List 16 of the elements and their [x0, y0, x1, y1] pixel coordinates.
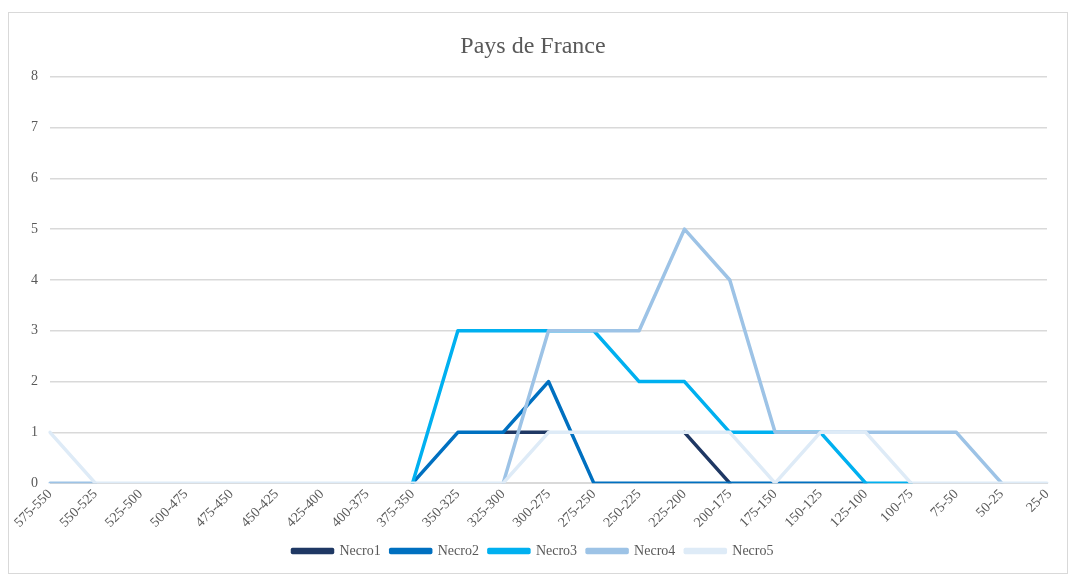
y-tick-label: 1	[31, 424, 38, 440]
y-tick-label: 6	[31, 170, 38, 186]
y-tick-label: 0	[31, 474, 38, 490]
legend-label: Necro4	[634, 542, 676, 558]
y-tick-label: 5	[31, 220, 38, 236]
legend-label: Necro5	[732, 542, 774, 558]
y-tick-label: 2	[31, 373, 38, 389]
x-tick-label: 25-0	[1022, 486, 1052, 515]
chart-title: Pays de France	[460, 31, 606, 58]
y-tick-label: 4	[31, 271, 38, 287]
y-tick-label: 3	[31, 322, 38, 338]
legend-label: Necro2	[437, 542, 479, 558]
y-tick-label: 7	[31, 119, 38, 135]
legend-label: Necro3	[535, 542, 578, 558]
legend-label: Necro1	[339, 542, 381, 558]
y-tick-label: 8	[31, 68, 38, 84]
